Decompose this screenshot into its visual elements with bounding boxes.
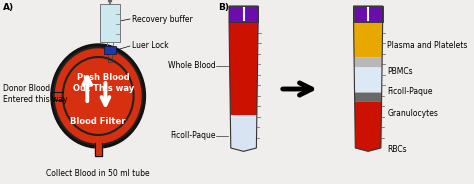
Circle shape: [55, 49, 141, 143]
FancyBboxPatch shape: [104, 46, 116, 54]
Polygon shape: [108, 54, 112, 62]
Text: Granulocytes: Granulocytes: [387, 109, 438, 118]
Text: Whole Blood: Whole Blood: [168, 61, 215, 70]
Text: A): A): [3, 3, 14, 12]
Polygon shape: [230, 115, 257, 148]
Polygon shape: [356, 148, 381, 151]
Circle shape: [51, 44, 146, 148]
Text: Plasma and Platelets: Plasma and Platelets: [387, 42, 467, 50]
Text: Push Blood
Out This way: Push Blood Out This way: [73, 73, 134, 93]
Polygon shape: [354, 57, 382, 67]
FancyBboxPatch shape: [100, 4, 120, 42]
Text: PBMCs: PBMCs: [387, 68, 413, 77]
Polygon shape: [355, 101, 382, 148]
Text: RBCs: RBCs: [387, 144, 407, 153]
Polygon shape: [354, 67, 382, 93]
Polygon shape: [229, 22, 258, 115]
Text: Ficoll-Paque: Ficoll-Paque: [170, 132, 215, 141]
Text: B): B): [218, 3, 229, 12]
Polygon shape: [51, 92, 63, 100]
Polygon shape: [94, 143, 102, 156]
FancyBboxPatch shape: [354, 6, 383, 22]
Text: Donor Blood
Entered this way: Donor Blood Entered this way: [3, 84, 67, 104]
FancyBboxPatch shape: [229, 6, 258, 22]
Text: Luer Lock: Luer Lock: [132, 42, 168, 50]
Circle shape: [54, 47, 143, 145]
Text: Ficoll-Paque: Ficoll-Paque: [387, 88, 433, 96]
Polygon shape: [354, 22, 383, 57]
Text: Collect Blood in 50 ml tube: Collect Blood in 50 ml tube: [46, 169, 150, 178]
Polygon shape: [231, 148, 256, 151]
Text: Blood Filter: Blood Filter: [71, 118, 126, 127]
Polygon shape: [355, 93, 382, 101]
Text: Recovery buffer: Recovery buffer: [132, 15, 192, 24]
